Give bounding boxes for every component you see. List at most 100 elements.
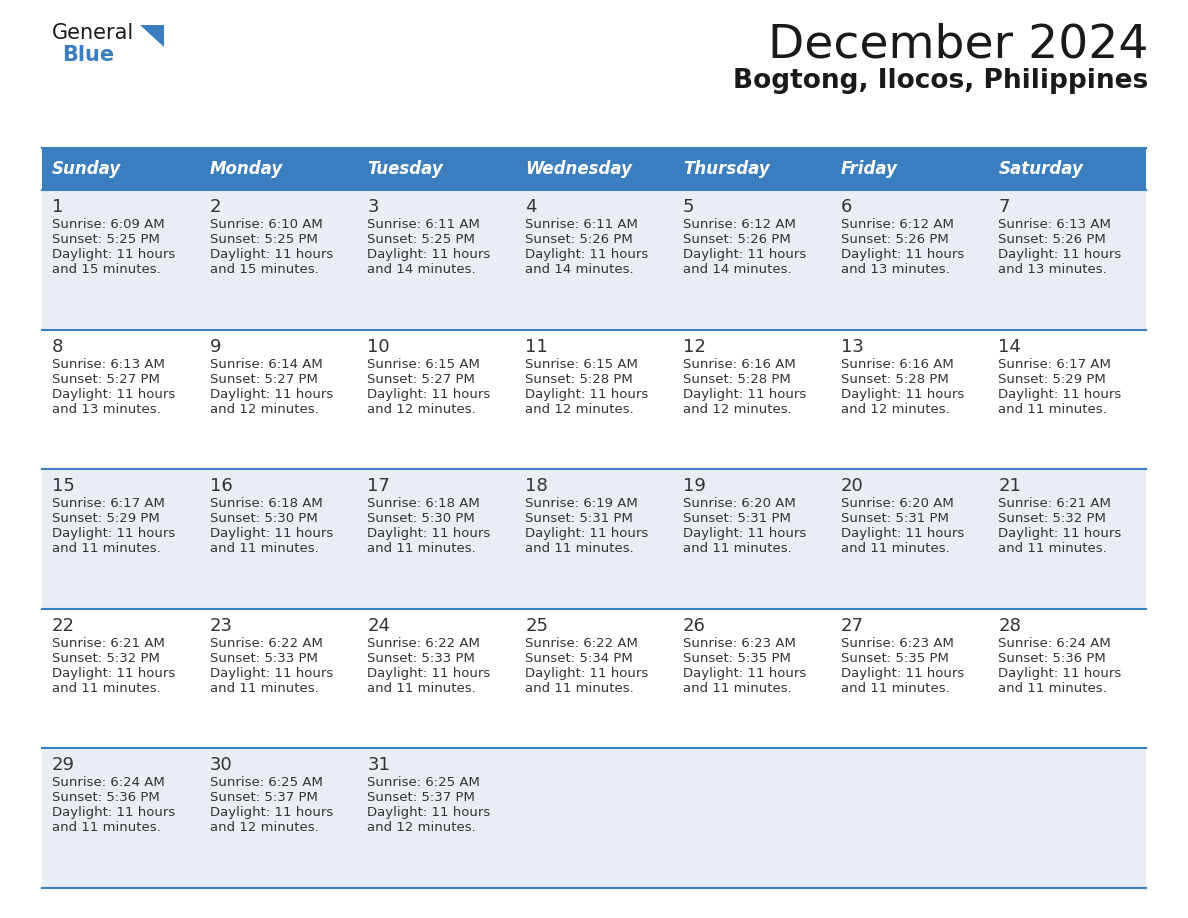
Text: Daylight: 11 hours: Daylight: 11 hours [367,666,491,680]
Text: and 11 minutes.: and 11 minutes. [367,543,476,555]
Text: Sunrise: 6:20 AM: Sunrise: 6:20 AM [683,498,796,510]
Text: Sunset: 5:31 PM: Sunset: 5:31 PM [683,512,791,525]
Text: Sunset: 5:31 PM: Sunset: 5:31 PM [841,512,948,525]
Text: and 13 minutes.: and 13 minutes. [841,263,949,276]
Text: and 12 minutes.: and 12 minutes. [367,822,476,834]
Text: Daylight: 11 hours: Daylight: 11 hours [998,666,1121,680]
Bar [672,748,830,888]
Bar [988,748,1146,888]
Text: and 14 minutes.: and 14 minutes. [367,263,476,276]
Text: Daylight: 11 hours: Daylight: 11 hours [683,527,807,540]
Text: Daylight: 11 hours: Daylight: 11 hours [210,806,333,820]
Text: and 11 minutes.: and 11 minutes. [52,682,160,695]
Bar [830,190,988,330]
Text: Sunrise: 6:22 AM: Sunrise: 6:22 AM [367,637,480,650]
Text: General: General [52,23,134,43]
Bar [988,190,1146,330]
Text: Sunset: 5:29 PM: Sunset: 5:29 PM [52,512,159,525]
Text: Daylight: 11 hours: Daylight: 11 hours [210,248,333,261]
Text: Sunrise: 6:15 AM: Sunrise: 6:15 AM [367,358,480,371]
Bar [42,469,200,609]
Text: Daylight: 11 hours: Daylight: 11 hours [683,248,807,261]
Bar [516,148,672,190]
Bar [42,190,200,330]
Bar [672,330,830,469]
Text: Sunset: 5:30 PM: Sunset: 5:30 PM [210,512,317,525]
Text: Daylight: 11 hours: Daylight: 11 hours [683,666,807,680]
Text: Sunrise: 6:22 AM: Sunrise: 6:22 AM [210,637,323,650]
Bar [358,330,516,469]
Text: Sunset: 5:37 PM: Sunset: 5:37 PM [367,791,475,804]
Bar [988,330,1146,469]
Text: Sunset: 5:36 PM: Sunset: 5:36 PM [998,652,1106,665]
Text: 30: 30 [210,756,233,775]
Text: Sunrise: 6:23 AM: Sunrise: 6:23 AM [841,637,954,650]
Text: and 11 minutes.: and 11 minutes. [52,822,160,834]
Text: Sunrise: 6:17 AM: Sunrise: 6:17 AM [52,498,165,510]
Text: Daylight: 11 hours: Daylight: 11 hours [525,248,649,261]
Text: Sunrise: 6:18 AM: Sunrise: 6:18 AM [367,498,480,510]
Text: Daylight: 11 hours: Daylight: 11 hours [52,527,176,540]
Text: Sunrise: 6:16 AM: Sunrise: 6:16 AM [841,358,953,371]
Text: Sunset: 5:28 PM: Sunset: 5:28 PM [683,373,790,386]
Text: Sunrise: 6:21 AM: Sunrise: 6:21 AM [52,637,165,650]
Text: 6: 6 [841,198,852,216]
Text: 7: 7 [998,198,1010,216]
Text: 11: 11 [525,338,548,355]
Text: and 11 minutes.: and 11 minutes. [52,543,160,555]
Text: Sunrise: 6:12 AM: Sunrise: 6:12 AM [841,218,954,231]
Text: Daylight: 11 hours: Daylight: 11 hours [367,806,491,820]
Text: Sunday: Sunday [52,160,121,178]
Bar [672,148,830,190]
Bar [200,330,358,469]
Text: Daylight: 11 hours: Daylight: 11 hours [998,527,1121,540]
Text: Sunset: 5:28 PM: Sunset: 5:28 PM [525,373,633,386]
Text: Sunrise: 6:21 AM: Sunrise: 6:21 AM [998,498,1111,510]
Text: 2: 2 [210,198,221,216]
Text: Blue: Blue [62,45,114,65]
Text: and 11 minutes.: and 11 minutes. [367,682,476,695]
Text: 18: 18 [525,477,548,495]
Text: 31: 31 [367,756,391,775]
Bar [516,190,672,330]
Text: Sunset: 5:31 PM: Sunset: 5:31 PM [525,512,633,525]
Text: 9: 9 [210,338,221,355]
Text: Daylight: 11 hours: Daylight: 11 hours [52,666,176,680]
Text: Sunrise: 6:23 AM: Sunrise: 6:23 AM [683,637,796,650]
Text: and 12 minutes.: and 12 minutes. [841,403,949,416]
Bar [42,609,200,748]
Text: Daylight: 11 hours: Daylight: 11 hours [525,387,649,400]
Text: Sunrise: 6:15 AM: Sunrise: 6:15 AM [525,358,638,371]
Text: Sunset: 5:33 PM: Sunset: 5:33 PM [210,652,317,665]
Text: Sunset: 5:26 PM: Sunset: 5:26 PM [998,233,1106,246]
Bar [516,748,672,888]
Text: 10: 10 [367,338,390,355]
Text: 5: 5 [683,198,694,216]
Text: Daylight: 11 hours: Daylight: 11 hours [841,248,963,261]
Text: Daylight: 11 hours: Daylight: 11 hours [367,527,491,540]
Text: Sunset: 5:32 PM: Sunset: 5:32 PM [52,652,160,665]
Text: Sunrise: 6:12 AM: Sunrise: 6:12 AM [683,218,796,231]
Text: 15: 15 [52,477,75,495]
Text: Sunrise: 6:11 AM: Sunrise: 6:11 AM [525,218,638,231]
Text: Sunset: 5:28 PM: Sunset: 5:28 PM [841,373,948,386]
Text: 25: 25 [525,617,548,635]
Bar [516,330,672,469]
Bar [672,190,830,330]
Text: Sunrise: 6:24 AM: Sunrise: 6:24 AM [998,637,1111,650]
Bar [358,190,516,330]
Bar [672,469,830,609]
Text: 12: 12 [683,338,706,355]
Text: and 12 minutes.: and 12 minutes. [683,403,791,416]
Text: Sunset: 5:37 PM: Sunset: 5:37 PM [210,791,317,804]
Bar [358,609,516,748]
Text: Sunset: 5:29 PM: Sunset: 5:29 PM [998,373,1106,386]
Bar [830,469,988,609]
Text: Daylight: 11 hours: Daylight: 11 hours [210,387,333,400]
Text: Daylight: 11 hours: Daylight: 11 hours [52,387,176,400]
Bar [42,748,200,888]
Bar [358,748,516,888]
Text: 19: 19 [683,477,706,495]
Bar [200,469,358,609]
Text: Sunrise: 6:17 AM: Sunrise: 6:17 AM [998,358,1111,371]
